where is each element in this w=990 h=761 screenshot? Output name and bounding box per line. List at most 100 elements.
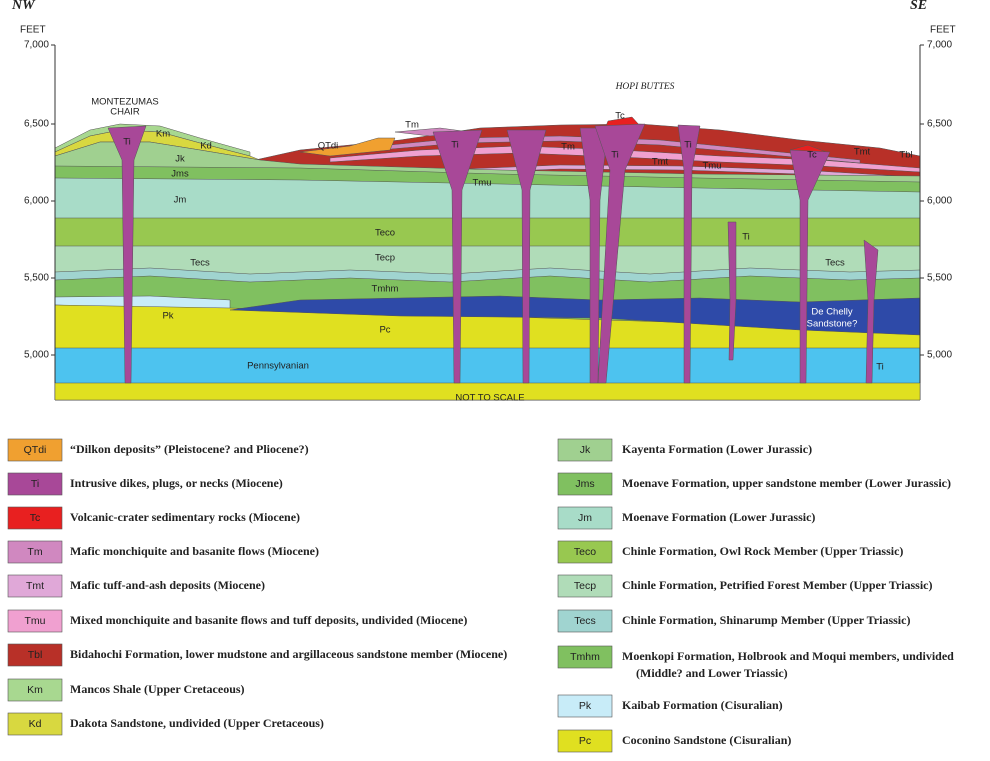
legend-description: Volcanic-crater sedimentary rocks (Mioce… bbox=[70, 510, 300, 524]
legend-code: Tmhm bbox=[570, 651, 600, 663]
legend-code: Tecs bbox=[574, 615, 596, 627]
legend-code: Pc bbox=[579, 735, 591, 747]
nw-label: NW bbox=[11, 0, 36, 13]
place-label: HOPI BUTTES bbox=[615, 82, 675, 92]
legend-swatch bbox=[557, 506, 613, 530]
unit-label: Pc bbox=[379, 325, 390, 336]
legend-code: Tm bbox=[27, 546, 42, 558]
legend-code: Pk bbox=[579, 700, 592, 712]
legend-swatch bbox=[7, 540, 63, 564]
unit-label: Tm bbox=[561, 142, 575, 153]
legend-description: Intrusive dikes, plugs, or necks (Miocen… bbox=[70, 476, 283, 490]
legend-swatch bbox=[7, 506, 63, 530]
unit-label: Tecs bbox=[190, 258, 210, 269]
legend-description: Chinle Formation, Owl Rock Member (Upper… bbox=[622, 544, 903, 558]
unit-label: Kd bbox=[200, 141, 212, 152]
tick-label: 6,500 bbox=[927, 119, 952, 130]
unit-label: Jk bbox=[175, 154, 185, 165]
legend-swatch bbox=[557, 574, 613, 598]
legend-swatch bbox=[7, 472, 63, 496]
legend-swatch bbox=[557, 609, 613, 633]
legend-description: “Dilkon deposits” (Pleistocene? and Plio… bbox=[70, 442, 309, 456]
unit-label: QTdi bbox=[318, 141, 339, 152]
legend-description: Dakota Sandstone, undivided (Upper Creta… bbox=[70, 716, 324, 730]
unit-label: Pk bbox=[162, 311, 173, 322]
legend-code: Kd bbox=[29, 718, 42, 730]
tick-label: 5,000 bbox=[927, 350, 952, 361]
unit-label: Tmu bbox=[473, 178, 492, 189]
legend-swatch bbox=[7, 643, 63, 667]
tick-label: 5,000 bbox=[24, 350, 49, 361]
unit-label: Ti bbox=[123, 137, 131, 148]
unit-label: Tmhm bbox=[372, 284, 399, 295]
axes bbox=[54, 45, 921, 383]
legend: QTdi “Dilkon deposits” (Pleistocene? and … bbox=[7, 438, 954, 753]
legend-code: Jk bbox=[580, 444, 591, 456]
tick-label: 6,000 bbox=[24, 196, 49, 207]
legend-code: Tmu bbox=[25, 615, 46, 627]
legend-swatch bbox=[557, 729, 613, 753]
unit-label: Tmu bbox=[703, 161, 722, 172]
unit-label: Tm bbox=[405, 120, 419, 131]
tick-label: 5,500 bbox=[24, 273, 49, 284]
unit-label: Tmt bbox=[652, 157, 669, 168]
unit-label: Tmt bbox=[854, 147, 871, 158]
legend-description: Mafic tuff-and-ash deposits (Miocene) bbox=[70, 578, 265, 592]
unit-label: Sandstone? bbox=[807, 319, 858, 330]
place-label: CHAIR bbox=[110, 107, 140, 118]
legend-swatch bbox=[7, 574, 63, 598]
legend-code: Tc bbox=[30, 512, 41, 524]
axis-unit: FEET bbox=[20, 25, 46, 36]
axis-ticks: 7,000 7,000 6,500 6,500 6,000 6,000 5,500 5,500… bbox=[24, 40, 952, 361]
tick-label: 6,000 bbox=[927, 196, 952, 207]
legend-swatch bbox=[7, 678, 63, 702]
legend-code: Jm bbox=[578, 512, 592, 524]
legend-swatch bbox=[557, 694, 613, 718]
legend-code: Km bbox=[27, 684, 43, 696]
legend-swatch bbox=[7, 712, 63, 736]
unit-label: Tc bbox=[807, 150, 817, 161]
legend-description: Mixed monchiquite and basanite flows and… bbox=[70, 613, 467, 627]
legend-description: Moenave Formation (Lower Jurassic) bbox=[622, 510, 815, 524]
legend-swatch bbox=[557, 472, 613, 496]
legend-code: Ti bbox=[31, 478, 39, 490]
legend-description: Moenave Formation, upper sandstone membe… bbox=[622, 476, 951, 490]
unit-label: Tbl bbox=[899, 150, 912, 161]
tick-label: 5,500 bbox=[927, 273, 952, 284]
tick-label: 7,000 bbox=[24, 40, 49, 51]
legend-description: Chinle Formation, Petrified Forest Membe… bbox=[622, 578, 933, 592]
axis-unit: FEET bbox=[930, 25, 956, 36]
unit-label: Ti bbox=[684, 140, 692, 151]
legend-description: Chinle Formation, Shinarump Member (Uppe… bbox=[622, 613, 910, 627]
legend-swatch bbox=[557, 438, 613, 462]
legend-description: Bidahochi Formation, lower mudstone and … bbox=[70, 647, 507, 661]
unit-label: Tecp bbox=[375, 253, 395, 264]
section-labels: MONTEZUMAS CHAIR HOPI BUTTES Ti Km Kd Jk… bbox=[91, 82, 912, 403]
tick-label: 7,000 bbox=[927, 40, 952, 51]
legend-description: Kaibab Formation (Cisuralian) bbox=[622, 698, 783, 712]
unit-label: Tc bbox=[615, 111, 625, 122]
legend-code: Tecp bbox=[574, 580, 596, 592]
unit-label: Ti bbox=[876, 362, 884, 373]
scale-note: NOT TO SCALE bbox=[455, 393, 524, 404]
unit-label: Jms bbox=[171, 169, 189, 180]
unit-label: Pennsylvanian bbox=[247, 361, 309, 372]
legend-code: Jms bbox=[575, 478, 594, 490]
legend-description: Coconino Sandstone (Cisuralian) bbox=[622, 733, 791, 747]
legend-description: Mancos Shale (Upper Cretaceous) bbox=[70, 682, 245, 696]
legend-code: Tmt bbox=[26, 580, 44, 592]
legend-description: Moenkopi Formation, Holbrook and Moqui m… bbox=[622, 649, 954, 663]
legend-description: Mafic monchiquite and basanite flows (Mi… bbox=[70, 544, 319, 558]
legend-swatch bbox=[7, 609, 63, 633]
legend-description: Kayenta Formation (Lower Jurassic) bbox=[622, 442, 812, 456]
unit-label: Ti bbox=[451, 140, 459, 151]
se-label: SE bbox=[910, 0, 927, 13]
unit-label: Tecs bbox=[825, 258, 845, 269]
legend-swatch bbox=[7, 438, 63, 462]
unit-label: Ti bbox=[742, 232, 750, 243]
unit-label: Km bbox=[156, 129, 170, 140]
unit-label: Jm bbox=[174, 195, 187, 206]
